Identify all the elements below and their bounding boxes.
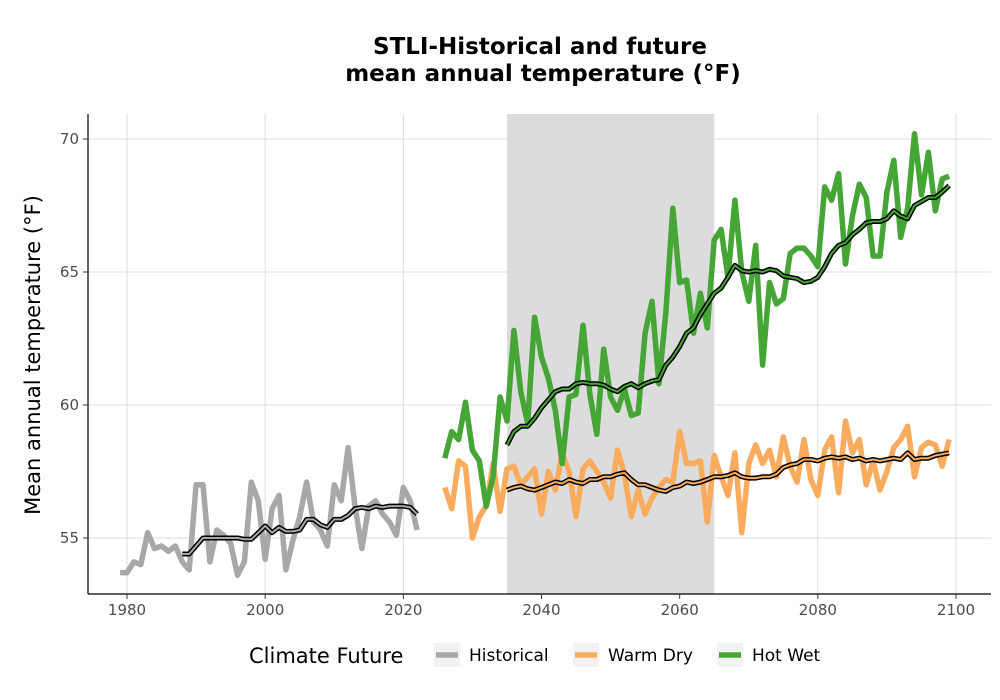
x-tick-label: 2040 [522, 601, 560, 619]
axes: 1980 2000 2020 2040 2060 2080 2100 55 60 65 70 [60, 114, 991, 619]
shaded-period-band [506, 114, 715, 594]
chart-title-line1: STLI-Historical and future [373, 34, 707, 60]
series-line-hot-wet [442, 130, 951, 509]
y-tick-label: 55 [60, 529, 79, 547]
y-tick-label: 65 [60, 263, 79, 281]
legend-label-hot-wet: Hot Wet [752, 646, 821, 666]
y-axis-title: Mean annual temperature (°F) [21, 195, 45, 515]
y-tick-label: 70 [60, 130, 79, 148]
legend-label-historical: Historical [469, 646, 549, 666]
series-lines [120, 130, 952, 578]
x-tick-label: 2020 [384, 601, 422, 619]
legend-title: Climate Future [249, 644, 403, 668]
shaded-period [506, 114, 715, 594]
legend: Climate Future Historical Warm Dry Hot Wet [249, 643, 821, 668]
legend-label-warm-dry: Warm Dry [608, 646, 693, 666]
x-tick-label: 1980 [108, 601, 146, 619]
x-tick-label: 2080 [799, 601, 837, 619]
chart-title-line2: mean annual temperature (°F) [345, 61, 741, 87]
x-tick-label: 2100 [937, 601, 975, 619]
series-line-warm-dry [442, 418, 952, 541]
series-line-historical [120, 444, 420, 578]
smooth-line-historical [182, 505, 418, 555]
x-tick-label: 2060 [661, 601, 699, 619]
y-tick-label: 60 [60, 396, 79, 414]
x-tick-label: 2000 [246, 601, 284, 619]
smooth-line-warm-dry [506, 451, 950, 493]
smooth-line-hot-wet [506, 184, 950, 446]
